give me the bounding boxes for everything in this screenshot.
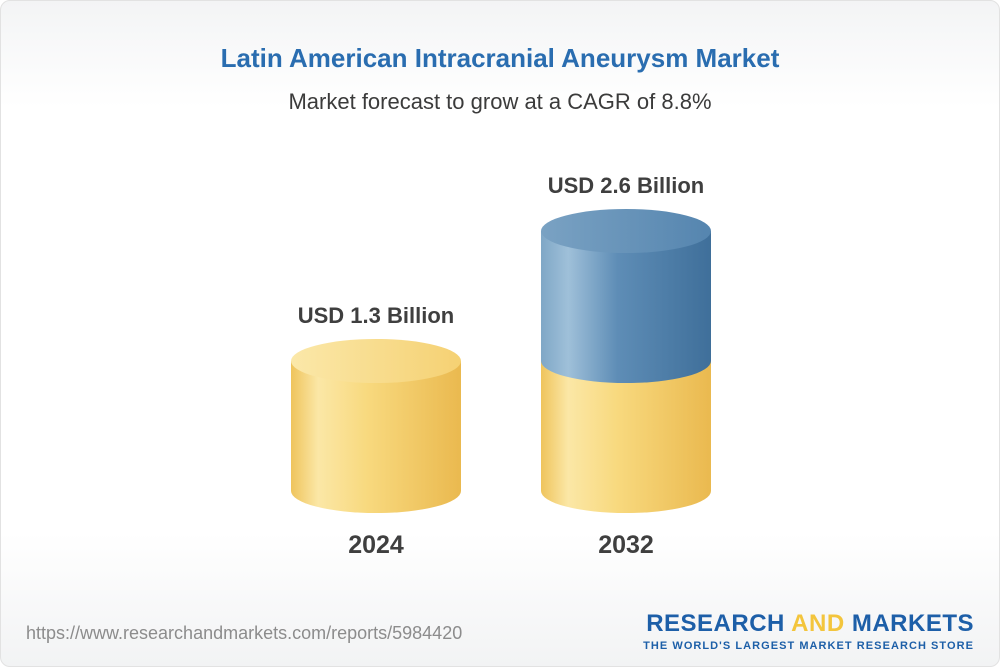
source-url-link[interactable]: https://www.researchandmarkets.com/repor…: [26, 623, 463, 643]
cylinder-bar-2024: [291, 339, 461, 513]
value-label-2032: USD 2.6 Billion: [548, 173, 704, 198]
category-label-2032: 2032: [598, 531, 654, 559]
brand-logo-tagline: THE WORLD'S LARGEST MARKET RESEARCH STOR…: [643, 640, 974, 652]
chart-title: Latin American Intracranial Aneurysm Mar…: [220, 43, 780, 73]
chart-subtitle: Market forecast to grow at a CAGR of 8.8…: [288, 89, 712, 114]
brand-logo: RESEARCH AND MARKETS THE WORLD'S LARGEST…: [643, 611, 974, 652]
brand-logo-and: AND: [791, 609, 845, 637]
brand-logo-markets: MARKETS: [851, 609, 974, 637]
brand-logo-wordmark: RESEARCH AND MARKETS: [643, 611, 974, 636]
brand-logo-research: RESEARCH: [646, 609, 785, 637]
category-label-2024: 2024: [348, 531, 404, 559]
value-label-2024: USD 1.3 Billion: [298, 303, 454, 328]
cylinder-bar-2032: [541, 209, 711, 513]
